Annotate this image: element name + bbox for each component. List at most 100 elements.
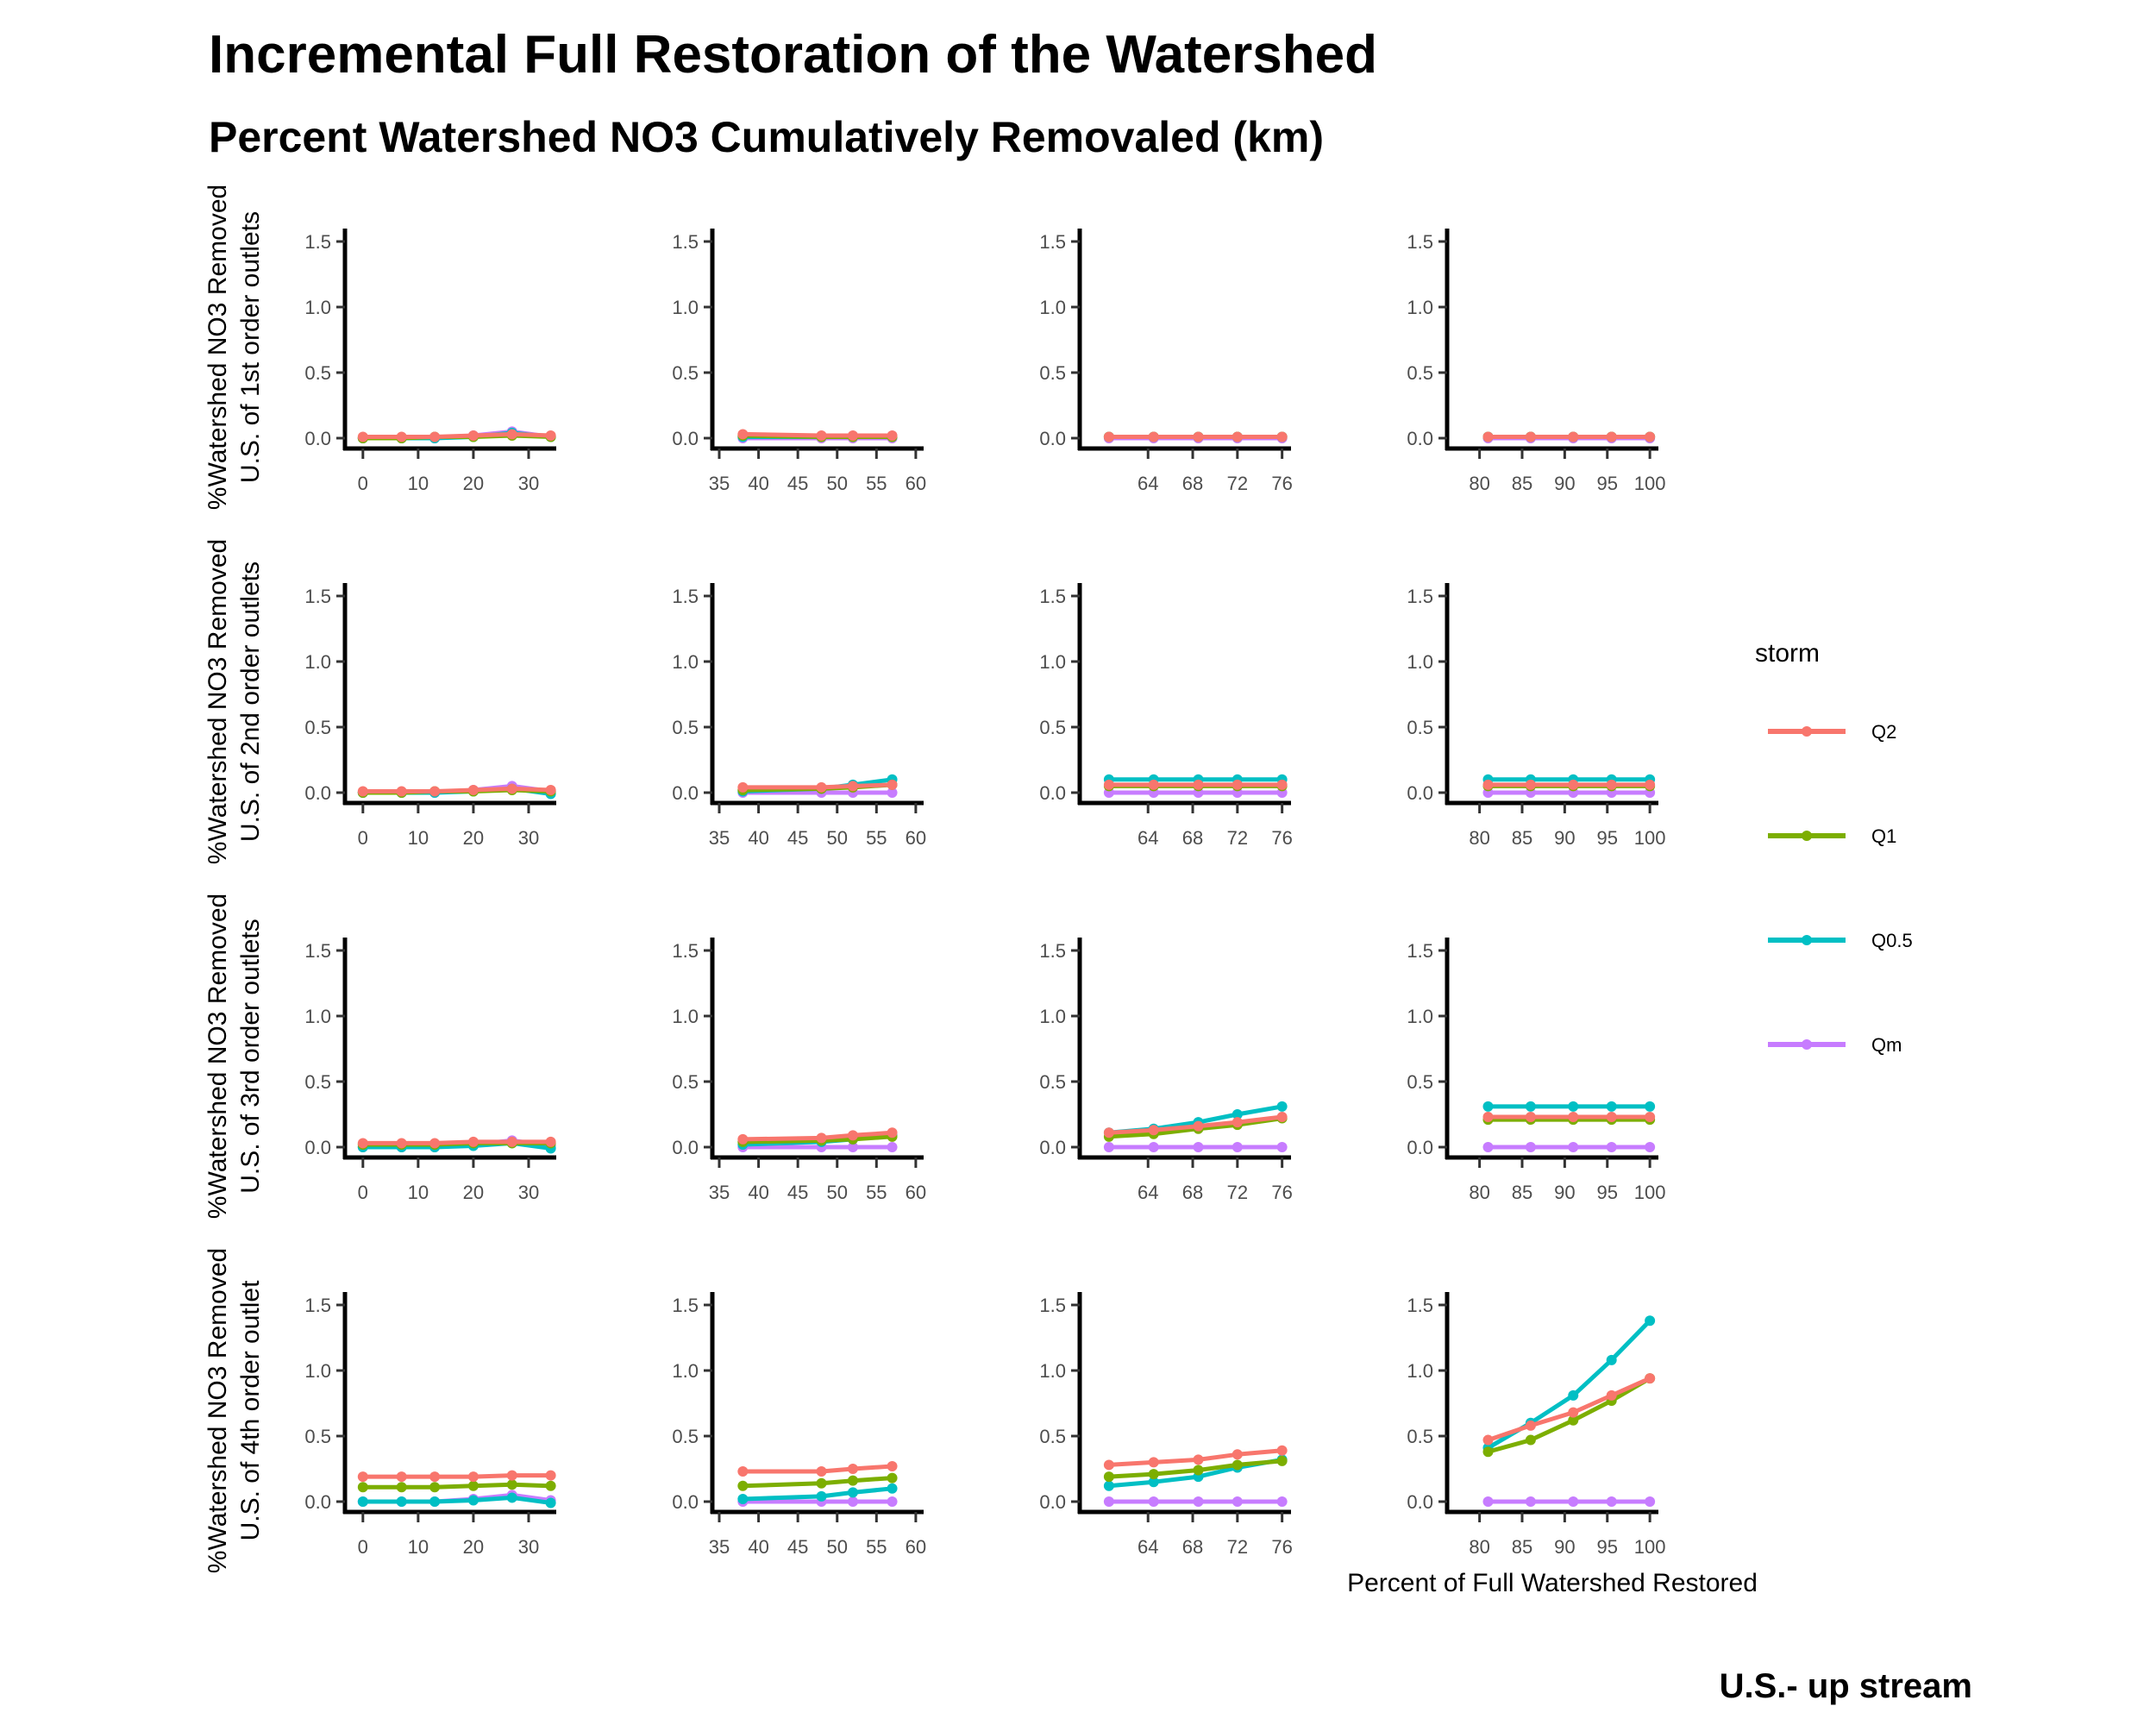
x-tick-label: 30 <box>518 1182 539 1203</box>
chart-title: Incremental Full Restoration of the Wate… <box>209 25 1378 85</box>
y-tick-label: 0.5 <box>1039 1426 1066 1447</box>
x-tick-label: 30 <box>518 1536 539 1558</box>
x-tick-label: 76 <box>1271 1536 1292 1558</box>
series-line-Q2-r3c2 <box>740 1130 894 1142</box>
x-tick-label: 60 <box>906 1182 926 1203</box>
data-point-Qm <box>1568 1496 1579 1507</box>
data-point-Q2 <box>1103 1127 1114 1138</box>
y-tick-label: 0.5 <box>1407 1071 1433 1093</box>
data-point-Q0_5 <box>1568 1101 1579 1112</box>
row-label-4-2: U.S. of 4th order outlet <box>236 1280 265 1540</box>
data-point-Q0_5 <box>467 1495 479 1506</box>
data-point-Q0_5 <box>1568 1389 1579 1401</box>
series-line-Q1-r4c2 <box>740 1476 894 1489</box>
y-tick-label: 0.0 <box>304 1137 331 1158</box>
x-tick-label: 55 <box>866 473 887 494</box>
data-point-Qm <box>1525 1142 1536 1152</box>
legend-entry-Q0_5: Q0.5 <box>1871 930 1913 951</box>
data-point-Q0_5 <box>887 1483 898 1494</box>
y-tick-label: 0.5 <box>304 717 331 738</box>
x-tick-label: 45 <box>787 473 808 494</box>
y-tick-label: 0.0 <box>672 428 699 449</box>
legend-key-point <box>1802 935 1812 945</box>
data-point-Qm <box>1606 1142 1617 1152</box>
x-tick-label: 50 <box>826 473 847 494</box>
data-point-Q2 <box>1482 1434 1494 1446</box>
data-point-Q2 <box>1645 1373 1656 1384</box>
y-tick-label: 1.5 <box>304 1295 331 1316</box>
data-point-Q2 <box>1645 1112 1656 1123</box>
data-point-Q2 <box>467 1471 479 1483</box>
data-point-Q1 <box>396 1482 407 1493</box>
x-tick-label: 30 <box>518 827 539 849</box>
data-point-Q2 <box>1193 431 1204 442</box>
y-tick-label: 0.5 <box>304 1426 331 1447</box>
x-tick-label: 85 <box>1512 473 1532 494</box>
y-tick-label: 0.0 <box>1039 428 1066 449</box>
y-tick-label: 0.0 <box>1039 1137 1066 1158</box>
data-point-Qm <box>1482 1142 1494 1152</box>
data-point-Q2 <box>1232 1117 1243 1128</box>
data-point-Q1 <box>357 1482 368 1493</box>
data-point-Q2 <box>506 429 517 440</box>
x-tick-label: 20 <box>463 827 484 849</box>
series-line-Q0_5-r4c2 <box>740 1486 894 1502</box>
y-tick-label: 1.0 <box>1039 1006 1066 1027</box>
x-tick-label: 45 <box>787 1182 808 1203</box>
y-tick-label: 0.0 <box>304 1491 331 1513</box>
data-point-Q2 <box>816 1466 827 1477</box>
data-point-Q2 <box>847 430 858 441</box>
x-tick-label: 85 <box>1512 1182 1532 1203</box>
data-point-Q2 <box>1568 431 1579 442</box>
y-tick-label: 1.0 <box>1039 1360 1066 1382</box>
series-line-Q2-r1c2 <box>740 431 894 438</box>
data-point-Qm <box>1148 1142 1159 1152</box>
y-tick-label: 1.5 <box>1039 231 1066 253</box>
y-tick-label: 1.0 <box>672 297 699 318</box>
y-tick-label: 1.5 <box>1407 1295 1433 1316</box>
x-tick-label: 90 <box>1554 827 1575 849</box>
x-tick-label: 10 <box>408 1182 429 1203</box>
data-point-Q0_5 <box>1606 1354 1617 1365</box>
x-tick-label: 68 <box>1182 1182 1203 1203</box>
y-tick-label: 1.0 <box>1039 297 1066 318</box>
x-tick-label: 80 <box>1469 827 1489 849</box>
x-tick-label: 0 <box>358 1182 368 1203</box>
data-point-Q1 <box>847 1475 858 1486</box>
data-point-Q2 <box>737 1133 749 1145</box>
x-tick-label: 10 <box>408 827 429 849</box>
series-line-Q0_5-r4c4 <box>1486 1318 1652 1451</box>
data-point-Qm <box>887 1496 898 1507</box>
data-point-Q2 <box>1482 1112 1494 1123</box>
y-tick-label: 1.0 <box>1407 1360 1433 1382</box>
y-tick-label: 0.5 <box>672 362 699 384</box>
x-tick-label: 60 <box>906 473 926 494</box>
x-tick-label: 80 <box>1469 1182 1489 1203</box>
series-line-Q1-r3c2 <box>740 1134 894 1145</box>
data-point-Qm <box>1525 1496 1536 1507</box>
series-line-Q2-r1c1 <box>360 431 554 439</box>
y-tick-label: 0.0 <box>672 1137 699 1158</box>
y-tick-label: 1.0 <box>672 1006 699 1027</box>
x-tick-label: 90 <box>1554 473 1575 494</box>
data-point-Q2 <box>506 783 517 794</box>
data-point-Q2 <box>1645 431 1656 442</box>
x-tick-label: 50 <box>826 1536 847 1558</box>
x-tick-label: 95 <box>1597 1182 1618 1203</box>
data-point-Q2 <box>1645 779 1656 790</box>
x-tick-label: 35 <box>709 1182 730 1203</box>
data-point-Q2 <box>1568 1112 1579 1123</box>
data-point-Q1 <box>429 1482 441 1493</box>
data-point-Q2 <box>1193 779 1204 790</box>
y-tick-label: 1.0 <box>304 297 331 318</box>
legend-entry-Qm: Qm <box>1871 1034 1902 1056</box>
data-point-Q2 <box>396 1471 407 1483</box>
row-label-1-1: %Watershed NO3 Removed <box>204 185 232 510</box>
x-tick-label: 35 <box>709 1536 730 1558</box>
data-point-Q2 <box>1606 779 1617 790</box>
y-tick-label: 0.0 <box>304 782 331 804</box>
data-point-Qm <box>887 1142 898 1152</box>
data-point-Q2 <box>545 1136 556 1147</box>
data-point-Q0_5 <box>816 1490 827 1502</box>
